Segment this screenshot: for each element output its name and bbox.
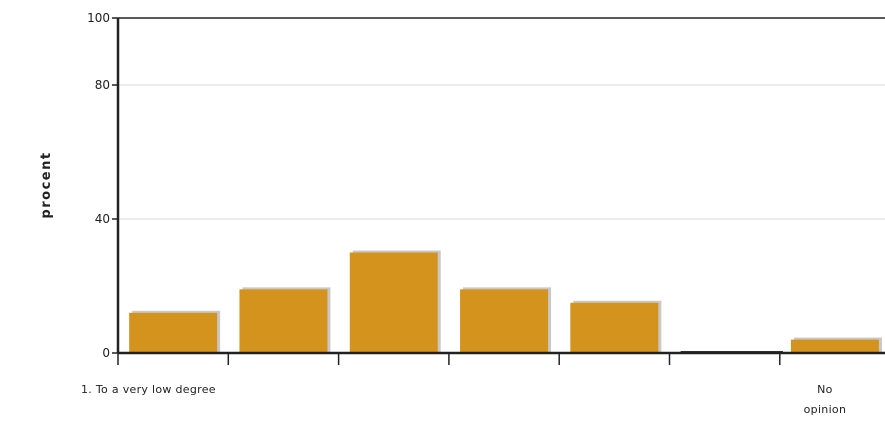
y-axis-label: procent [39,151,54,218]
x-tick-label: 1. To a very low degree [81,383,216,396]
bar-4 [460,289,549,353]
bar-1 [129,312,218,353]
bar-7 [790,339,879,353]
x-tick-labels: 1. To a very low degree No opinion [81,383,846,416]
y-tick-label: 0 [102,346,110,360]
y-tick-labels: 0 40 80 100 [87,11,110,360]
bars [129,250,882,353]
gridlines [118,17,885,220]
y-tick-label: 80 [95,78,110,92]
bar-5 [570,302,659,353]
x-tick-label: No opinion [804,383,847,416]
bar-2 [239,289,328,353]
bar-3 [349,252,438,353]
axes [112,17,885,365]
y-tick-label: 100 [87,11,110,25]
y-tick-label: 40 [95,212,110,226]
